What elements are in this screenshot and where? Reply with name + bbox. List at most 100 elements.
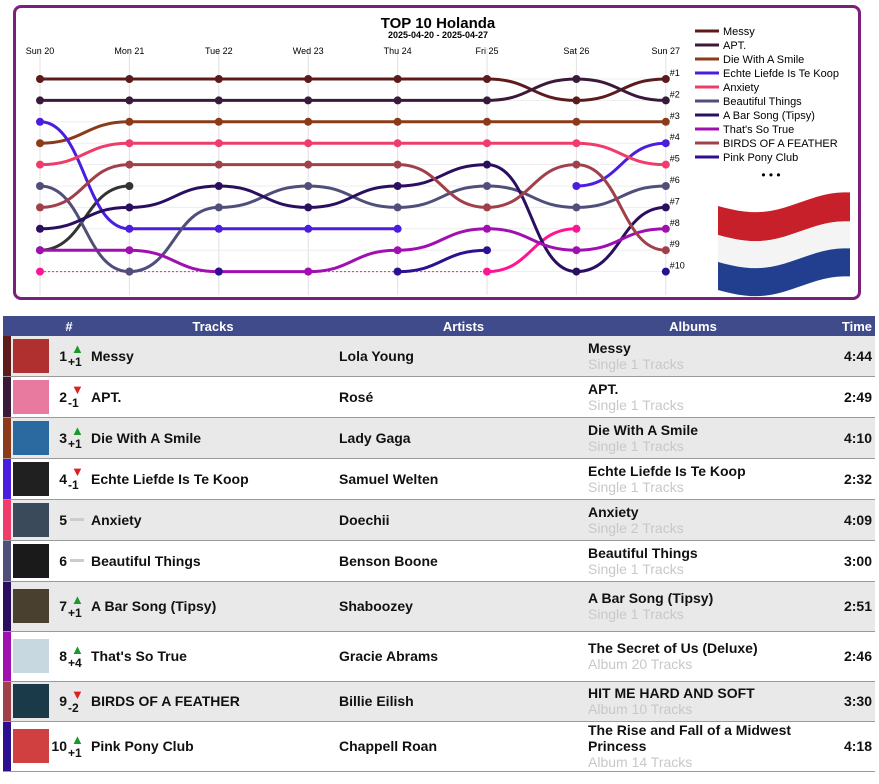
album-title[interactable]: Messy [588, 339, 631, 356]
rank-label: #9 [670, 239, 680, 249]
album-cell: Die With A Smile Single 1 Tracks [588, 417, 798, 459]
artist-name[interactable]: Chappell Roan [339, 721, 588, 772]
rank-change [67, 499, 87, 541]
series-9-point [125, 160, 134, 169]
track-title[interactable]: Pink Pony Club [87, 721, 339, 772]
legend-entry: Messy [723, 26, 755, 38]
rank-change: ▼ -1 [67, 376, 87, 418]
track-title[interactable]: Echte Liefde Is Te Koop [87, 458, 339, 500]
artist-name[interactable]: Shaboozey [339, 581, 588, 632]
down-triangle-icon: ▼ [71, 382, 84, 397]
series-1-line [39, 77, 666, 102]
table-row[interactable]: 5 Anxiety Doechii Anxiety Single 2 Tracks 4:0… [3, 499, 875, 541]
album-cover[interactable] [13, 543, 49, 578]
track-duration: 2:46 [798, 631, 875, 682]
album-title[interactable]: The Rise and Fall of a Midwest Princess [588, 722, 792, 754]
artist-name[interactable]: Gracie Abrams [339, 631, 588, 682]
artist-name[interactable]: Lady Gaga [339, 417, 588, 459]
legend-entry: A Bar Song (Tipsy) [723, 110, 815, 122]
album-title[interactable]: Beautiful Things [588, 544, 698, 561]
track-title[interactable]: Messy [87, 336, 339, 377]
album-cover[interactable] [13, 461, 49, 496]
album-subtitle: Single 1 Tracks [588, 437, 684, 454]
album-subtitle: Single 1 Tracks [588, 560, 684, 577]
track-title[interactable]: Anxiety [87, 499, 339, 541]
artist-name[interactable]: Lola Young [339, 336, 588, 377]
album-cover[interactable] [13, 639, 49, 673]
track-duration: 2:51 [798, 581, 875, 632]
track-title[interactable]: That's So True [87, 631, 339, 682]
album-cover[interactable] [13, 420, 49, 455]
track-title[interactable]: Die With A Smile [87, 417, 339, 459]
album-cover[interactable] [13, 338, 49, 373]
row-color-stripe [3, 631, 11, 682]
series-7-line [39, 163, 666, 274]
series-3-line [39, 120, 666, 145]
album-title[interactable]: Die With A Smile [588, 421, 699, 438]
series-5-point [36, 160, 44, 169]
series-9-point [483, 203, 491, 212]
artist-name[interactable]: Rosé [339, 376, 588, 418]
album-title[interactable]: A Bar Song (Tipsy) [588, 590, 714, 606]
rank-label: #1 [670, 68, 680, 78]
album-cell: HIT ME HARD AND SOFT Album 10 Tracks [588, 681, 798, 722]
rank-change: ▼ -1 [67, 458, 87, 500]
series-10-point [214, 267, 223, 276]
artist-name[interactable]: Samuel Welten [339, 458, 588, 500]
album-subtitle: Single 2 Tracks [588, 519, 684, 536]
series-2-point [572, 75, 581, 83]
album-cover[interactable] [13, 502, 49, 537]
album-title[interactable]: HIT ME HARD AND SOFT [588, 685, 755, 701]
artist-name[interactable]: Benson Boone [339, 540, 588, 582]
x-tick-label: Thu 24 [384, 46, 412, 56]
album-cover[interactable] [13, 589, 49, 623]
artist-name[interactable]: Doechii [339, 499, 588, 541]
series-3-point [393, 117, 402, 126]
artist-name[interactable]: Billie Eilish [339, 681, 588, 722]
series-1-point [304, 75, 313, 83]
series-6-point [661, 182, 670, 190]
track-duration: 3:30 [798, 681, 875, 722]
album-cover[interactable] [13, 729, 49, 763]
header-tracks[interactable]: Tracks [87, 316, 339, 336]
album-title[interactable]: Anxiety [588, 503, 639, 520]
table-row[interactable]: 10 ▲ +1 Pink Pony Club Chappell Roan The Rise… [3, 721, 875, 772]
track-title[interactable]: APT. [87, 376, 339, 418]
track-title[interactable]: A Bar Song (Tipsy) [87, 581, 339, 632]
rank-change: ▼ -2 [67, 681, 87, 722]
album-title[interactable]: Echte Liefde Is Te Koop [588, 462, 746, 479]
album-cell: Messy Single 1 Tracks [588, 336, 798, 377]
table-row[interactable]: 2 ▼ -1 APT. Rosé APT. Single 1 Tracks 2:49 [3, 376, 875, 418]
header-albums[interactable]: Albums [588, 316, 798, 336]
header-artists[interactable]: Artists [339, 316, 588, 336]
track-title[interactable]: BIRDS OF A FEATHER [87, 681, 339, 722]
netherlands-flag-icon [718, 192, 850, 297]
extra-series-0-point [572, 224, 581, 233]
series-8-point [304, 267, 313, 276]
table-row[interactable]: 3 ▲ +1 Die With A Smile Lady Gaga Die With A … [3, 417, 875, 459]
rank-number: 7 [51, 581, 67, 632]
table-row[interactable]: 1 ▲ +1 Messy Lola Young Messy Single 1 Tracks 4… [3, 336, 875, 377]
album-cover[interactable] [13, 379, 49, 414]
table-row[interactable]: 7 ▲ +1 A Bar Song (Tipsy) Shaboozey A Bar Son… [3, 581, 875, 632]
table-row[interactable]: 4 ▼ -1 Echte Liefde Is Te Koop Samuel Welten… [3, 458, 875, 500]
header-time[interactable]: Time [798, 316, 875, 336]
no-change-dash-icon [70, 559, 84, 562]
album-title[interactable]: The Secret of Us (Deluxe) [588, 640, 758, 656]
rank-change: ▲ +1 [67, 336, 87, 377]
series-3-point [483, 117, 491, 126]
legend-entry: That's So True [723, 124, 794, 136]
table-row[interactable]: 6 Beautiful Things Benson Boone Beautiful T… [3, 540, 875, 582]
track-title[interactable]: Beautiful Things [87, 540, 339, 582]
series-6-point [393, 203, 402, 212]
series-7-point [125, 203, 134, 212]
rank-number: 8 [51, 631, 67, 682]
album-cover[interactable] [13, 684, 49, 718]
album-title[interactable]: APT. [588, 380, 619, 397]
table-row[interactable]: 9 ▼ -2 BIRDS OF A FEATHER Billie Eilish HIT M… [3, 681, 875, 722]
extra-series-0-line [486, 227, 577, 274]
up-triangle-icon: ▲ [71, 423, 84, 438]
table-row[interactable]: 8 ▲ +4 That's So True Gracie Abrams The Secre… [3, 631, 875, 682]
rank-label: #6 [670, 175, 680, 185]
